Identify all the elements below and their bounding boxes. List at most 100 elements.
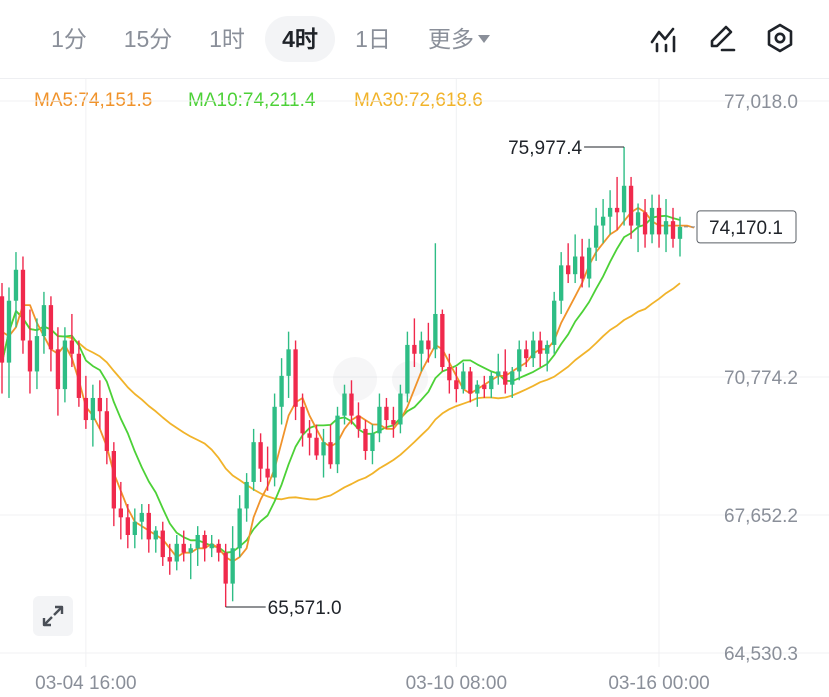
candle bbox=[391, 406, 396, 438]
candle bbox=[677, 216, 683, 257]
candle bbox=[83, 375, 89, 429]
candle-body bbox=[300, 406, 305, 434]
candle-body bbox=[27, 340, 33, 372]
candle bbox=[216, 539, 221, 562]
candle-body bbox=[111, 451, 117, 509]
candle-body bbox=[503, 371, 508, 385]
candle-body bbox=[139, 512, 144, 522]
candle-body bbox=[209, 543, 214, 549]
candle-body bbox=[356, 415, 361, 429]
time-label: 03-16 00:00 bbox=[608, 673, 709, 694]
time-label: 03-10 08:00 bbox=[406, 673, 507, 694]
candle-body bbox=[55, 349, 61, 390]
candle bbox=[426, 322, 431, 363]
candle bbox=[475, 380, 480, 407]
candle-body bbox=[265, 468, 270, 478]
candle-body bbox=[146, 512, 151, 540]
tab-1hour[interactable]: 1时 bbox=[209, 26, 245, 52]
candle-body bbox=[272, 406, 277, 478]
candle-body bbox=[545, 344, 550, 354]
candle bbox=[433, 243, 438, 359]
tab-4hour[interactable]: 4时 bbox=[265, 16, 335, 62]
candle bbox=[160, 521, 165, 566]
ma-lines bbox=[1, 206, 695, 563]
candle-body bbox=[321, 442, 326, 456]
expand-button[interactable] bbox=[33, 596, 73, 636]
candle bbox=[314, 424, 319, 460]
candle-body bbox=[34, 336, 40, 372]
candle bbox=[6, 287, 12, 398]
candle bbox=[384, 397, 389, 429]
candle bbox=[202, 530, 207, 562]
candle bbox=[244, 473, 249, 522]
candle bbox=[223, 543, 228, 607]
tab-15min[interactable]: 15分 bbox=[123, 26, 173, 52]
candle bbox=[195, 526, 200, 566]
time-label: 03-04 16:00 bbox=[35, 673, 136, 694]
candle-body bbox=[20, 269, 26, 341]
candle bbox=[635, 203, 641, 253]
candle bbox=[279, 358, 284, 425]
candle-body bbox=[656, 207, 662, 235]
candle bbox=[572, 234, 578, 284]
candle bbox=[510, 367, 515, 398]
candle bbox=[76, 340, 82, 407]
tab-1day[interactable]: 1日 bbox=[355, 26, 391, 52]
settings-icon[interactable] bbox=[764, 22, 796, 54]
candle-body bbox=[426, 340, 431, 350]
candle bbox=[670, 207, 676, 248]
candle bbox=[342, 384, 347, 425]
candle-body bbox=[6, 300, 12, 363]
candle-body bbox=[593, 225, 599, 248]
candle bbox=[349, 380, 354, 425]
candle bbox=[272, 393, 277, 487]
candle-body bbox=[370, 433, 375, 452]
candle bbox=[104, 397, 110, 465]
candle-body bbox=[118, 508, 123, 518]
candle-body bbox=[391, 420, 396, 425]
candle-body bbox=[579, 256, 585, 279]
candle-body bbox=[586, 247, 592, 279]
candle-body bbox=[524, 349, 529, 359]
ma10-line bbox=[1, 214, 681, 554]
candle-body bbox=[607, 207, 613, 217]
annotations: 75,977.4 65,571.0 74,170.1 bbox=[225, 138, 797, 619]
candle bbox=[20, 256, 26, 354]
candle bbox=[593, 207, 599, 261]
candle-body bbox=[279, 375, 284, 407]
candle-body bbox=[538, 340, 543, 354]
candle-body bbox=[628, 185, 634, 226]
indicator-icon[interactable] bbox=[648, 22, 680, 54]
candle bbox=[300, 393, 305, 447]
candle-body bbox=[293, 349, 298, 407]
ma30-line bbox=[1, 282, 681, 501]
tab-more[interactable]: 更多 bbox=[418, 16, 500, 62]
candle bbox=[642, 199, 648, 248]
candle bbox=[468, 367, 473, 403]
candle bbox=[496, 353, 501, 385]
candle bbox=[286, 331, 291, 398]
candle-body bbox=[174, 543, 179, 562]
candle-body bbox=[663, 221, 669, 235]
candle-body bbox=[230, 548, 235, 584]
candle-body bbox=[97, 397, 103, 412]
candle-body bbox=[677, 226, 683, 239]
candle-body bbox=[188, 548, 193, 553]
candle bbox=[132, 508, 137, 549]
chevron-down-icon bbox=[478, 34, 490, 43]
current-price-box bbox=[696, 210, 797, 244]
candle bbox=[363, 420, 368, 460]
candle-body bbox=[90, 397, 96, 421]
candle bbox=[586, 238, 592, 288]
low-price-label: 65,571.0 bbox=[268, 598, 342, 619]
draw-icon[interactable] bbox=[706, 22, 738, 54]
candle-body bbox=[649, 207, 655, 235]
candle bbox=[405, 331, 410, 403]
candle-body bbox=[475, 384, 480, 394]
candle bbox=[13, 252, 19, 328]
tab-1min[interactable]: 1分 bbox=[51, 26, 87, 52]
candle-body bbox=[349, 393, 354, 416]
candle-body bbox=[342, 393, 347, 416]
candlestick-chart[interactable]: 77,018.0 70,774.2 67,652.2 64,530.3 03-04 1… bbox=[0, 79, 829, 697]
price-label: 70,774.2 bbox=[724, 368, 798, 389]
